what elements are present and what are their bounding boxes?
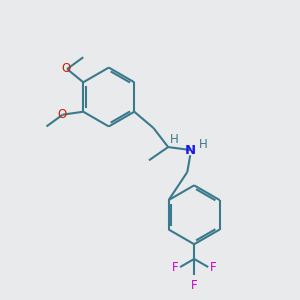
Text: F: F [191, 279, 197, 292]
Text: N: N [185, 143, 196, 157]
Text: F: F [210, 260, 216, 274]
Text: H: H [170, 133, 179, 146]
Text: O: O [58, 108, 67, 121]
Text: O: O [62, 62, 71, 75]
Text: F: F [172, 260, 179, 274]
Text: H: H [199, 138, 208, 151]
